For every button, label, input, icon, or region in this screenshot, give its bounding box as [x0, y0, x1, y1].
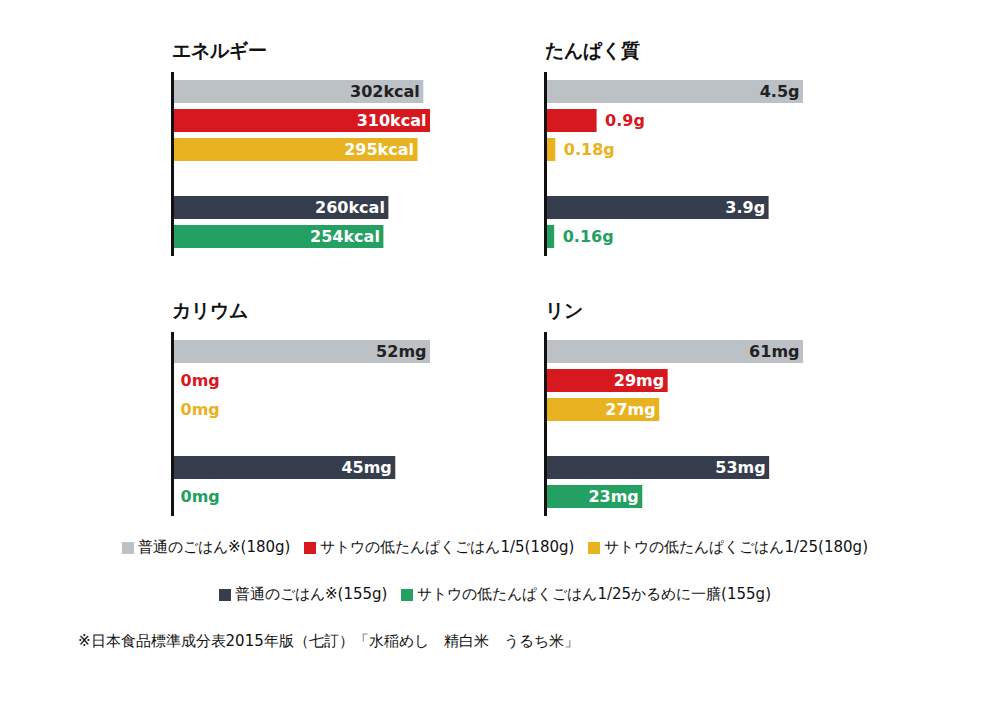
svg-text:295kcal: 295kcal [344, 140, 414, 159]
svg-text:0.16g: 0.16g [563, 227, 614, 246]
svg-text:0.18g: 0.18g [564, 140, 615, 159]
svg-text:254kcal: 254kcal [310, 227, 380, 246]
html-text:リン: リン [545, 299, 583, 321]
html-text:サトウの低たんぱくごはん1/5(180g): サトウの低たんぱくごはん1/5(180g) [320, 538, 575, 556]
html-text:普通のごはん※(180g): 普通のごはん※(180g) [138, 538, 291, 556]
html-text:※日本食品標準成分表2015年版（七訂）「水稲めし 精白米: ※日本食品標準成分表2015年版（七訂）「水稲めし 精白米 うるち米」 [78, 632, 579, 650]
svg-text:3.9g: 3.9g [725, 198, 765, 217]
svg-text:0.9g: 0.9g [605, 111, 645, 130]
svg-text:0mg: 0mg [181, 487, 220, 506]
svg-text:0mg: 0mg [181, 371, 220, 390]
svg-text:260kcal: 260kcal [315, 198, 385, 217]
svg-text:53mg: 53mg [715, 458, 765, 477]
html-text:カリウム: カリウム [172, 299, 248, 321]
html-text:サトウの低たんぱくごはん1/25かるめに一膳(155g): サトウの低たんぱくごはん1/25かるめに一膳(155g) [417, 585, 771, 603]
svg-text:0mg: 0mg [181, 400, 220, 419]
html-text:たんぱく質: たんぱく質 [545, 39, 640, 61]
svg-text:52mg: 52mg [376, 342, 426, 361]
svg-text:4.5g: 4.5g [760, 82, 800, 101]
svg-text:61mg: 61mg [749, 342, 799, 361]
svg-text:302kcal: 302kcal [350, 82, 420, 101]
svg-text:23mg: 23mg [588, 487, 638, 506]
html-text:普通のごはん※(155g): 普通のごはん※(155g) [235, 585, 388, 603]
svg-text:45mg: 45mg [341, 458, 391, 477]
html-text:サトウの低たんぱくごはん1/25(180g): サトウの低たんぱくごはん1/25(180g) [604, 538, 868, 556]
svg-text:27mg: 27mg [605, 400, 655, 419]
svg-text:29mg: 29mg [614, 371, 664, 390]
html-text:エネルギー: エネルギー [172, 39, 267, 61]
svg-text:310kcal: 310kcal [357, 111, 427, 130]
